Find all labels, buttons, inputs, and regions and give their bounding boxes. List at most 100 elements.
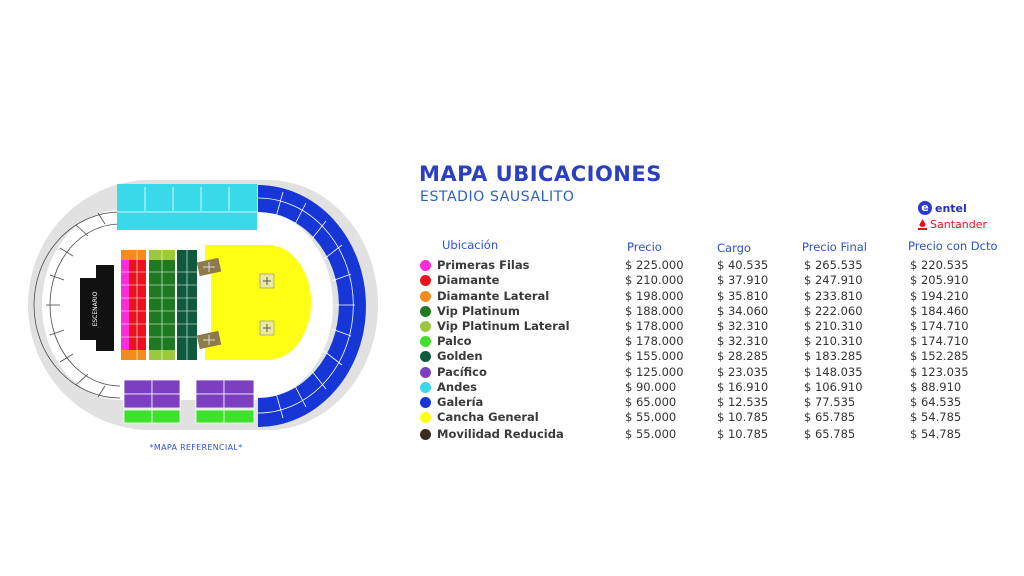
legend-dot bbox=[420, 351, 431, 362]
price-cell: $ 125.000 bbox=[625, 365, 684, 379]
legend-dot bbox=[420, 306, 431, 317]
charge-cell: $ 12.535 bbox=[717, 395, 769, 409]
table-row: Vip Platinum $ 188.000 $ 34.060 $ 222.060 $ … bbox=[420, 304, 1000, 319]
price-cell: $ 198.000 bbox=[625, 289, 684, 303]
legend-dot bbox=[420, 275, 431, 286]
price-cell: $ 188.000 bbox=[625, 304, 684, 318]
left-stand-outline bbox=[33, 211, 121, 399]
entel-logo: e entel bbox=[918, 201, 998, 215]
legend-dot bbox=[420, 336, 431, 347]
charge-cell: $ 23.035 bbox=[717, 365, 769, 379]
table-row: Cancha General $ 55.000 $ 10.785 $ 65.785 $ … bbox=[420, 410, 1000, 425]
final-price-cell: $ 265.535 bbox=[804, 258, 863, 272]
cancha-markers bbox=[259, 273, 275, 336]
discount-price-cell: $ 123.035 bbox=[910, 365, 969, 379]
location-name: Vip Platinum Lateral bbox=[437, 319, 570, 333]
charge-cell: $ 28.285 bbox=[717, 349, 769, 363]
stage-label: ESCENARIO bbox=[92, 291, 99, 326]
entel-icon: e bbox=[918, 201, 932, 215]
section-pacifico bbox=[123, 379, 255, 409]
table-row: Diamante $ 210.000 $ 37.910 $ 247.910 $ 205.… bbox=[420, 273, 1000, 288]
table-row: Golden $ 155.000 $ 28.285 $ 183.285 $ 152.28… bbox=[420, 349, 1000, 364]
table-row: Galería $ 65.000 $ 12.535 $ 77.535 $ 64.535 bbox=[420, 395, 1000, 410]
discount-price-cell: $ 54.785 bbox=[910, 427, 962, 441]
discount-price-cell: $ 64.535 bbox=[910, 395, 962, 409]
column-header-precio-dcto: Precio con Dcto bbox=[908, 239, 998, 253]
legend-dot bbox=[420, 382, 431, 393]
section-movilidad-reducida bbox=[196, 257, 222, 350]
charge-cell: $ 32.310 bbox=[717, 319, 769, 333]
table-row: Vip Platinum Lateral $ 178.000 $ 32.310 $ 2… bbox=[420, 319, 1000, 334]
section-palco bbox=[123, 409, 255, 424]
charge-cell: $ 10.785 bbox=[717, 427, 769, 441]
location-name: Galería bbox=[437, 395, 484, 409]
location-name: Pacífico bbox=[437, 365, 487, 379]
discount-price-cell: $ 152.285 bbox=[910, 349, 969, 363]
discount-price-cell: $ 174.710 bbox=[910, 334, 969, 348]
santander-label: Santander bbox=[930, 218, 987, 231]
price-cell: $ 225.000 bbox=[625, 258, 684, 272]
column-header-precio: Precio bbox=[627, 240, 662, 254]
map-reference-note: *MAPA REFERENCIAL* bbox=[149, 443, 243, 452]
seating-grid bbox=[121, 250, 197, 360]
location-name: Cancha General bbox=[437, 410, 539, 424]
sponsor-logos: e entel Santander bbox=[918, 201, 998, 231]
table-row: Palco $ 178.000 $ 32.310 $ 210.310 $ 174.710 bbox=[420, 334, 1000, 349]
santander-logo: Santander bbox=[918, 218, 998, 231]
final-price-cell: $ 183.285 bbox=[804, 349, 863, 363]
legend-dot bbox=[420, 260, 431, 271]
price-cell: $ 65.000 bbox=[625, 395, 677, 409]
charge-cell: $ 16.910 bbox=[717, 380, 769, 394]
section-andes bbox=[117, 184, 257, 230]
final-price-cell: $ 233.810 bbox=[804, 289, 863, 303]
final-price-cell: $ 247.910 bbox=[804, 273, 863, 287]
final-price-cell: $ 77.535 bbox=[804, 395, 856, 409]
final-price-cell: $ 65.785 bbox=[804, 427, 856, 441]
price-cell: $ 178.000 bbox=[625, 319, 684, 333]
final-price-cell: $ 106.910 bbox=[804, 380, 863, 394]
location-name: Golden bbox=[437, 349, 483, 363]
price-cell: $ 178.000 bbox=[625, 334, 684, 348]
column-header-precio-final: Precio Final bbox=[802, 240, 867, 254]
table-row: Andes $ 90.000 $ 16.910 $ 106.910 $ 88.910 bbox=[420, 380, 1000, 395]
charge-cell: $ 34.060 bbox=[717, 304, 769, 318]
discount-price-cell: $ 194.210 bbox=[910, 289, 969, 303]
column-header-ubicacion: Ubicación bbox=[442, 238, 499, 252]
location-name: Palco bbox=[437, 334, 472, 348]
section-galeria bbox=[257, 185, 366, 427]
charge-cell: $ 32.310 bbox=[717, 334, 769, 348]
stage: ESCENARIO bbox=[80, 265, 114, 351]
location-name: Vip Platinum bbox=[437, 304, 520, 318]
table-row: Pacífico $ 125.000 $ 23.035 $ 148.035 $ 123.… bbox=[420, 365, 1000, 380]
table-row: Diamante Lateral $ 198.000 $ 35.810 $ 233.8… bbox=[420, 289, 1000, 304]
location-name: Movilidad Reducida bbox=[437, 427, 564, 441]
discount-price-cell: $ 54.785 bbox=[910, 410, 962, 424]
charge-cell: $ 10.785 bbox=[717, 410, 769, 424]
legend-dot bbox=[420, 397, 431, 408]
section-primeras-filas bbox=[121, 260, 129, 350]
discount-price-cell: $ 174.710 bbox=[910, 319, 969, 333]
final-price-cell: $ 65.785 bbox=[804, 410, 856, 424]
page-title: MAPA UBICACIONES bbox=[419, 162, 662, 186]
discount-price-cell: $ 88.910 bbox=[910, 380, 962, 394]
price-cell: $ 55.000 bbox=[625, 427, 677, 441]
legend-dot bbox=[420, 367, 431, 378]
final-price-cell: $ 210.310 bbox=[804, 334, 863, 348]
section-cancha-general bbox=[205, 245, 312, 360]
section-diamante-lateral bbox=[121, 250, 146, 360]
price-cell: $ 55.000 bbox=[625, 410, 677, 424]
final-price-cell: $ 222.060 bbox=[804, 304, 863, 318]
table-row: Movilidad Reducida $ 55.000 $ 10.785 $ 65.7… bbox=[420, 427, 1000, 442]
final-price-cell: $ 210.310 bbox=[804, 319, 863, 333]
location-name: Andes bbox=[437, 380, 477, 394]
discount-price-cell: $ 184.460 bbox=[910, 304, 969, 318]
legend-dot bbox=[420, 321, 431, 332]
location-name: Primeras Filas bbox=[437, 258, 530, 272]
charge-cell: $ 40.535 bbox=[717, 258, 769, 272]
entel-label: entel bbox=[935, 201, 967, 215]
final-price-cell: $ 148.035 bbox=[804, 365, 863, 379]
legend-dot bbox=[420, 412, 431, 423]
section-diamante bbox=[129, 260, 146, 350]
charge-cell: $ 35.810 bbox=[717, 289, 769, 303]
location-name: Diamante bbox=[437, 273, 500, 287]
